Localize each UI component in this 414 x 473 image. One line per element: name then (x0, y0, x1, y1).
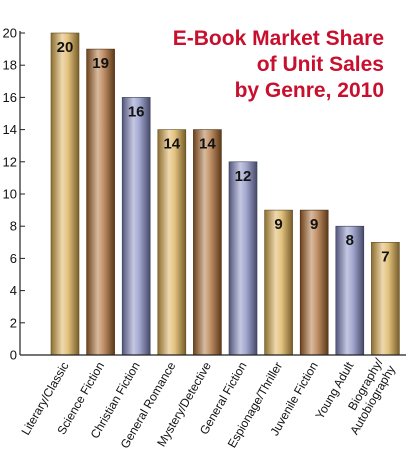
y-tick-label: 2 (10, 315, 17, 330)
y-tick-label: 6 (10, 251, 17, 266)
y-axis: 0 2 4 6 8 10 12 14 16 18 20 (3, 26, 406, 363)
bar-7 (264, 209, 293, 356)
chart-title-line-3: by Genre, 2010 (235, 79, 384, 102)
y-tick-label: 4 (10, 283, 17, 298)
bar-value-label: 16 (128, 103, 145, 120)
y-tick-label: 18 (3, 58, 17, 73)
bar-10 (371, 242, 400, 356)
bar-3 (121, 97, 151, 356)
bar-value-label: 14 (199, 136, 216, 153)
bar-value-label: 7 (381, 248, 389, 265)
y-tick-label: 10 (3, 187, 17, 202)
bar-9 (335, 225, 365, 356)
bar-value-label: 12 (235, 168, 252, 185)
bar-value-label: 19 (92, 55, 109, 72)
bars-group: 20 19 16 14 14 12 9 9 8 7 (50, 32, 400, 356)
bar-value-label: 20 (57, 39, 74, 56)
bar-value-label: 9 (274, 216, 282, 233)
y-tick-label: 12 (3, 154, 17, 169)
y-tick-label: 8 (10, 219, 17, 234)
bar-6 (228, 161, 258, 356)
y-tick-label: 16 (3, 90, 17, 105)
bar-value-label: 14 (163, 136, 180, 153)
bar-4 (157, 129, 187, 356)
bar-5 (193, 129, 222, 356)
chart-title-line-2: of Unit Sales (257, 53, 384, 76)
y-tick-label: 20 (3, 26, 17, 41)
y-tick-label: 0 (10, 348, 17, 363)
bar-value-label: 9 (310, 216, 318, 233)
bar-1 (50, 32, 80, 356)
y-tick-label: 14 (3, 122, 17, 137)
chart-title-line-1: E-Book Market Share (173, 27, 384, 50)
bar-2 (86, 48, 115, 356)
bar-value-label: 8 (346, 232, 354, 249)
